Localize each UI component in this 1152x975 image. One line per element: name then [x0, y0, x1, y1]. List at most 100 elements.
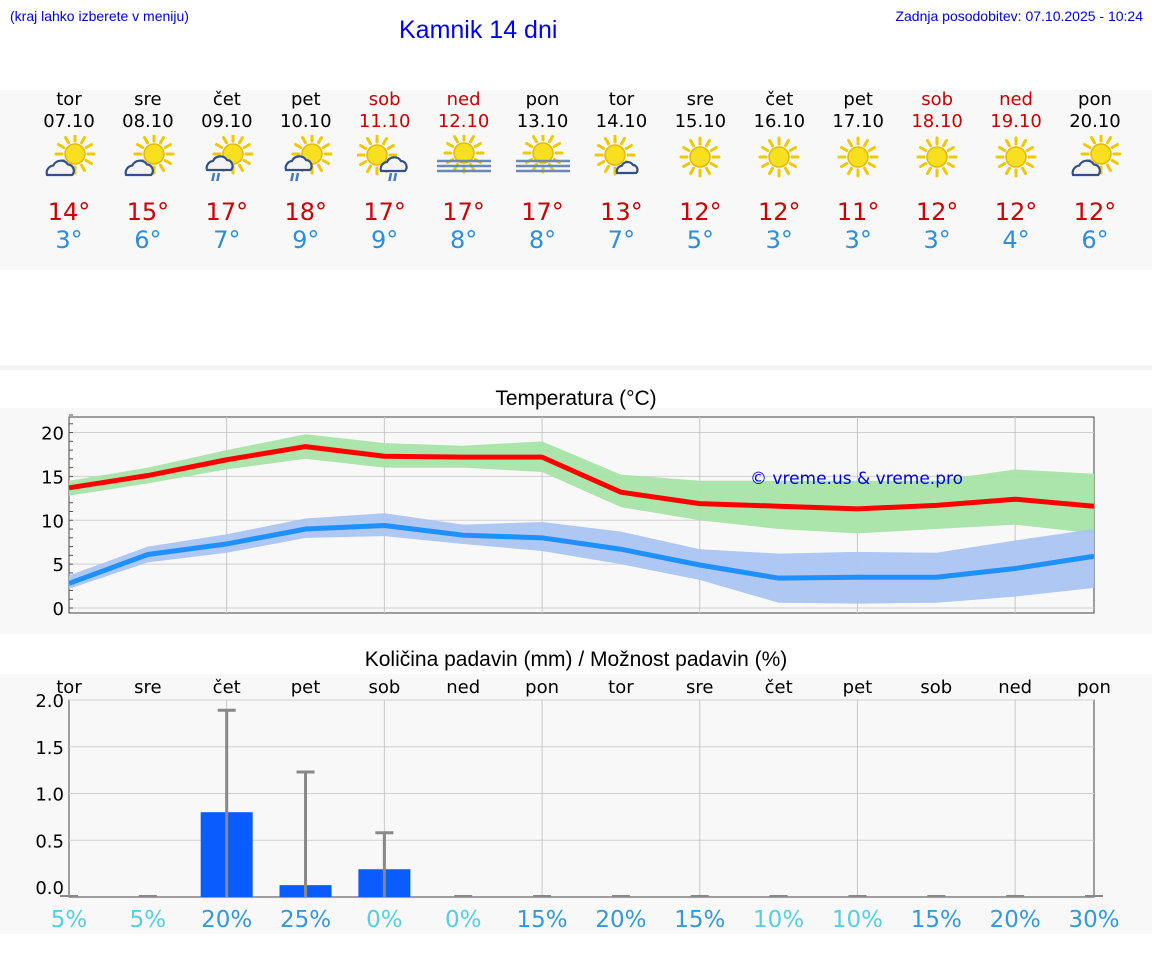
max-temperature: 17° — [187, 198, 267, 226]
sun-ray — [770, 141, 773, 146]
sun-disc — [690, 147, 710, 167]
sun-ray — [791, 164, 796, 167]
sun-ray — [470, 137, 473, 142]
sun-ray — [1007, 141, 1010, 146]
min-temperature: 3° — [818, 226, 898, 254]
sun-disc — [769, 147, 789, 167]
sun-ray — [1107, 165, 1110, 170]
sun-ray — [388, 146, 393, 149]
sun-ray — [770, 168, 773, 173]
sun-ray — [323, 161, 328, 164]
max-temperature: 13° — [581, 198, 661, 226]
max-temperature: 17° — [424, 198, 504, 226]
day-name: ned — [424, 89, 504, 110]
sun-ray — [82, 138, 85, 143]
day-date: 20.10 — [1055, 111, 1135, 132]
sun-ray — [869, 164, 874, 167]
sun-ray — [302, 138, 305, 143]
sun-ray — [383, 139, 386, 144]
sun-ray — [763, 164, 768, 167]
sun-ray — [144, 138, 147, 143]
min-temperature: 9° — [345, 226, 425, 254]
sun-ray — [712, 164, 717, 167]
sun-ray — [1023, 168, 1026, 173]
sun-small-cloud-icon — [593, 135, 649, 181]
min-temperature: 8° — [503, 226, 583, 254]
sun-ray — [82, 165, 85, 170]
sun-ray — [323, 145, 328, 148]
sun-ray — [921, 148, 926, 151]
day-name: sre — [108, 89, 188, 110]
day-name: čet — [739, 89, 819, 110]
sun-cloud-rain-icon — [357, 135, 413, 181]
max-temperature: 17° — [503, 198, 583, 226]
sun-ray — [786, 141, 789, 146]
sun-ray — [549, 137, 552, 142]
sun-ray — [554, 144, 559, 147]
sun-ray — [244, 145, 249, 148]
day-name: sre — [660, 89, 740, 110]
sun-ray — [1023, 141, 1026, 146]
sun-ray — [869, 148, 874, 151]
max-temperature: 14° — [29, 198, 109, 226]
min-temperature: 7° — [581, 226, 661, 254]
sun-ray — [791, 148, 796, 151]
rain-drop — [394, 173, 396, 181]
sun-fog-icon — [436, 135, 492, 181]
cloud-rain-sun-icon — [278, 135, 334, 181]
sun-disc — [1006, 147, 1026, 167]
sun-ray — [360, 146, 365, 149]
sun-ray — [1084, 145, 1089, 148]
sun-ray — [66, 138, 69, 143]
rain-drop — [296, 173, 298, 181]
sun-ray — [216, 145, 221, 148]
location-hint[interactable]: (kraj lahko izberete v meniju) — [10, 8, 189, 24]
day-name: čet — [187, 89, 267, 110]
sun-ray — [786, 168, 789, 173]
day-name: ned — [976, 89, 1056, 110]
max-temperature: 12° — [660, 198, 740, 226]
sun-ray — [1112, 161, 1117, 164]
sun-disc — [65, 144, 85, 164]
sun-ray — [928, 168, 931, 173]
sun-ray — [921, 164, 926, 167]
day-date: 12.10 — [424, 111, 504, 132]
sun-ray — [1091, 138, 1094, 143]
rain-drop — [217, 173, 219, 181]
sun-ray — [239, 138, 242, 143]
sun-ray — [533, 137, 536, 142]
precipitation-chart-title: Količina padavin (mm) / Možnost padavin … — [0, 648, 1152, 672]
min-temperature: 7° — [187, 226, 267, 254]
day-date: 14.10 — [581, 111, 661, 132]
max-temperature: 12° — [1055, 198, 1135, 226]
min-temperature: 3° — [897, 226, 977, 254]
day-date: 08.10 — [108, 111, 188, 132]
min-temperature: 8° — [424, 226, 504, 254]
day-date: 17.10 — [818, 111, 898, 132]
min-temperature: 9° — [266, 226, 346, 254]
min-temperature: 4° — [976, 226, 1056, 254]
day-name: sob — [345, 89, 425, 110]
day-date: 16.10 — [739, 111, 819, 132]
sun-ray — [627, 146, 632, 149]
sun-ray — [239, 165, 242, 170]
sun-disc — [848, 147, 868, 167]
min-temperature: 6° — [108, 226, 188, 254]
sun-ray — [223, 138, 226, 143]
sun-icon — [672, 135, 728, 181]
sun-ray — [318, 138, 321, 143]
sun-ray — [1000, 148, 1005, 151]
sun-ray — [59, 145, 64, 148]
sun-disc — [144, 144, 164, 164]
sun-ray — [1107, 138, 1110, 143]
max-temperature: 15° — [108, 198, 188, 226]
sun-ray — [86, 161, 91, 164]
day-date: 07.10 — [29, 111, 109, 132]
sun-ray — [454, 137, 457, 142]
sun-ray — [948, 148, 953, 151]
sun-ray — [849, 168, 852, 173]
temperature-panel — [0, 408, 1152, 634]
sun-ray — [1027, 164, 1032, 167]
rain-drop — [212, 173, 214, 181]
sun-disc — [927, 147, 947, 167]
